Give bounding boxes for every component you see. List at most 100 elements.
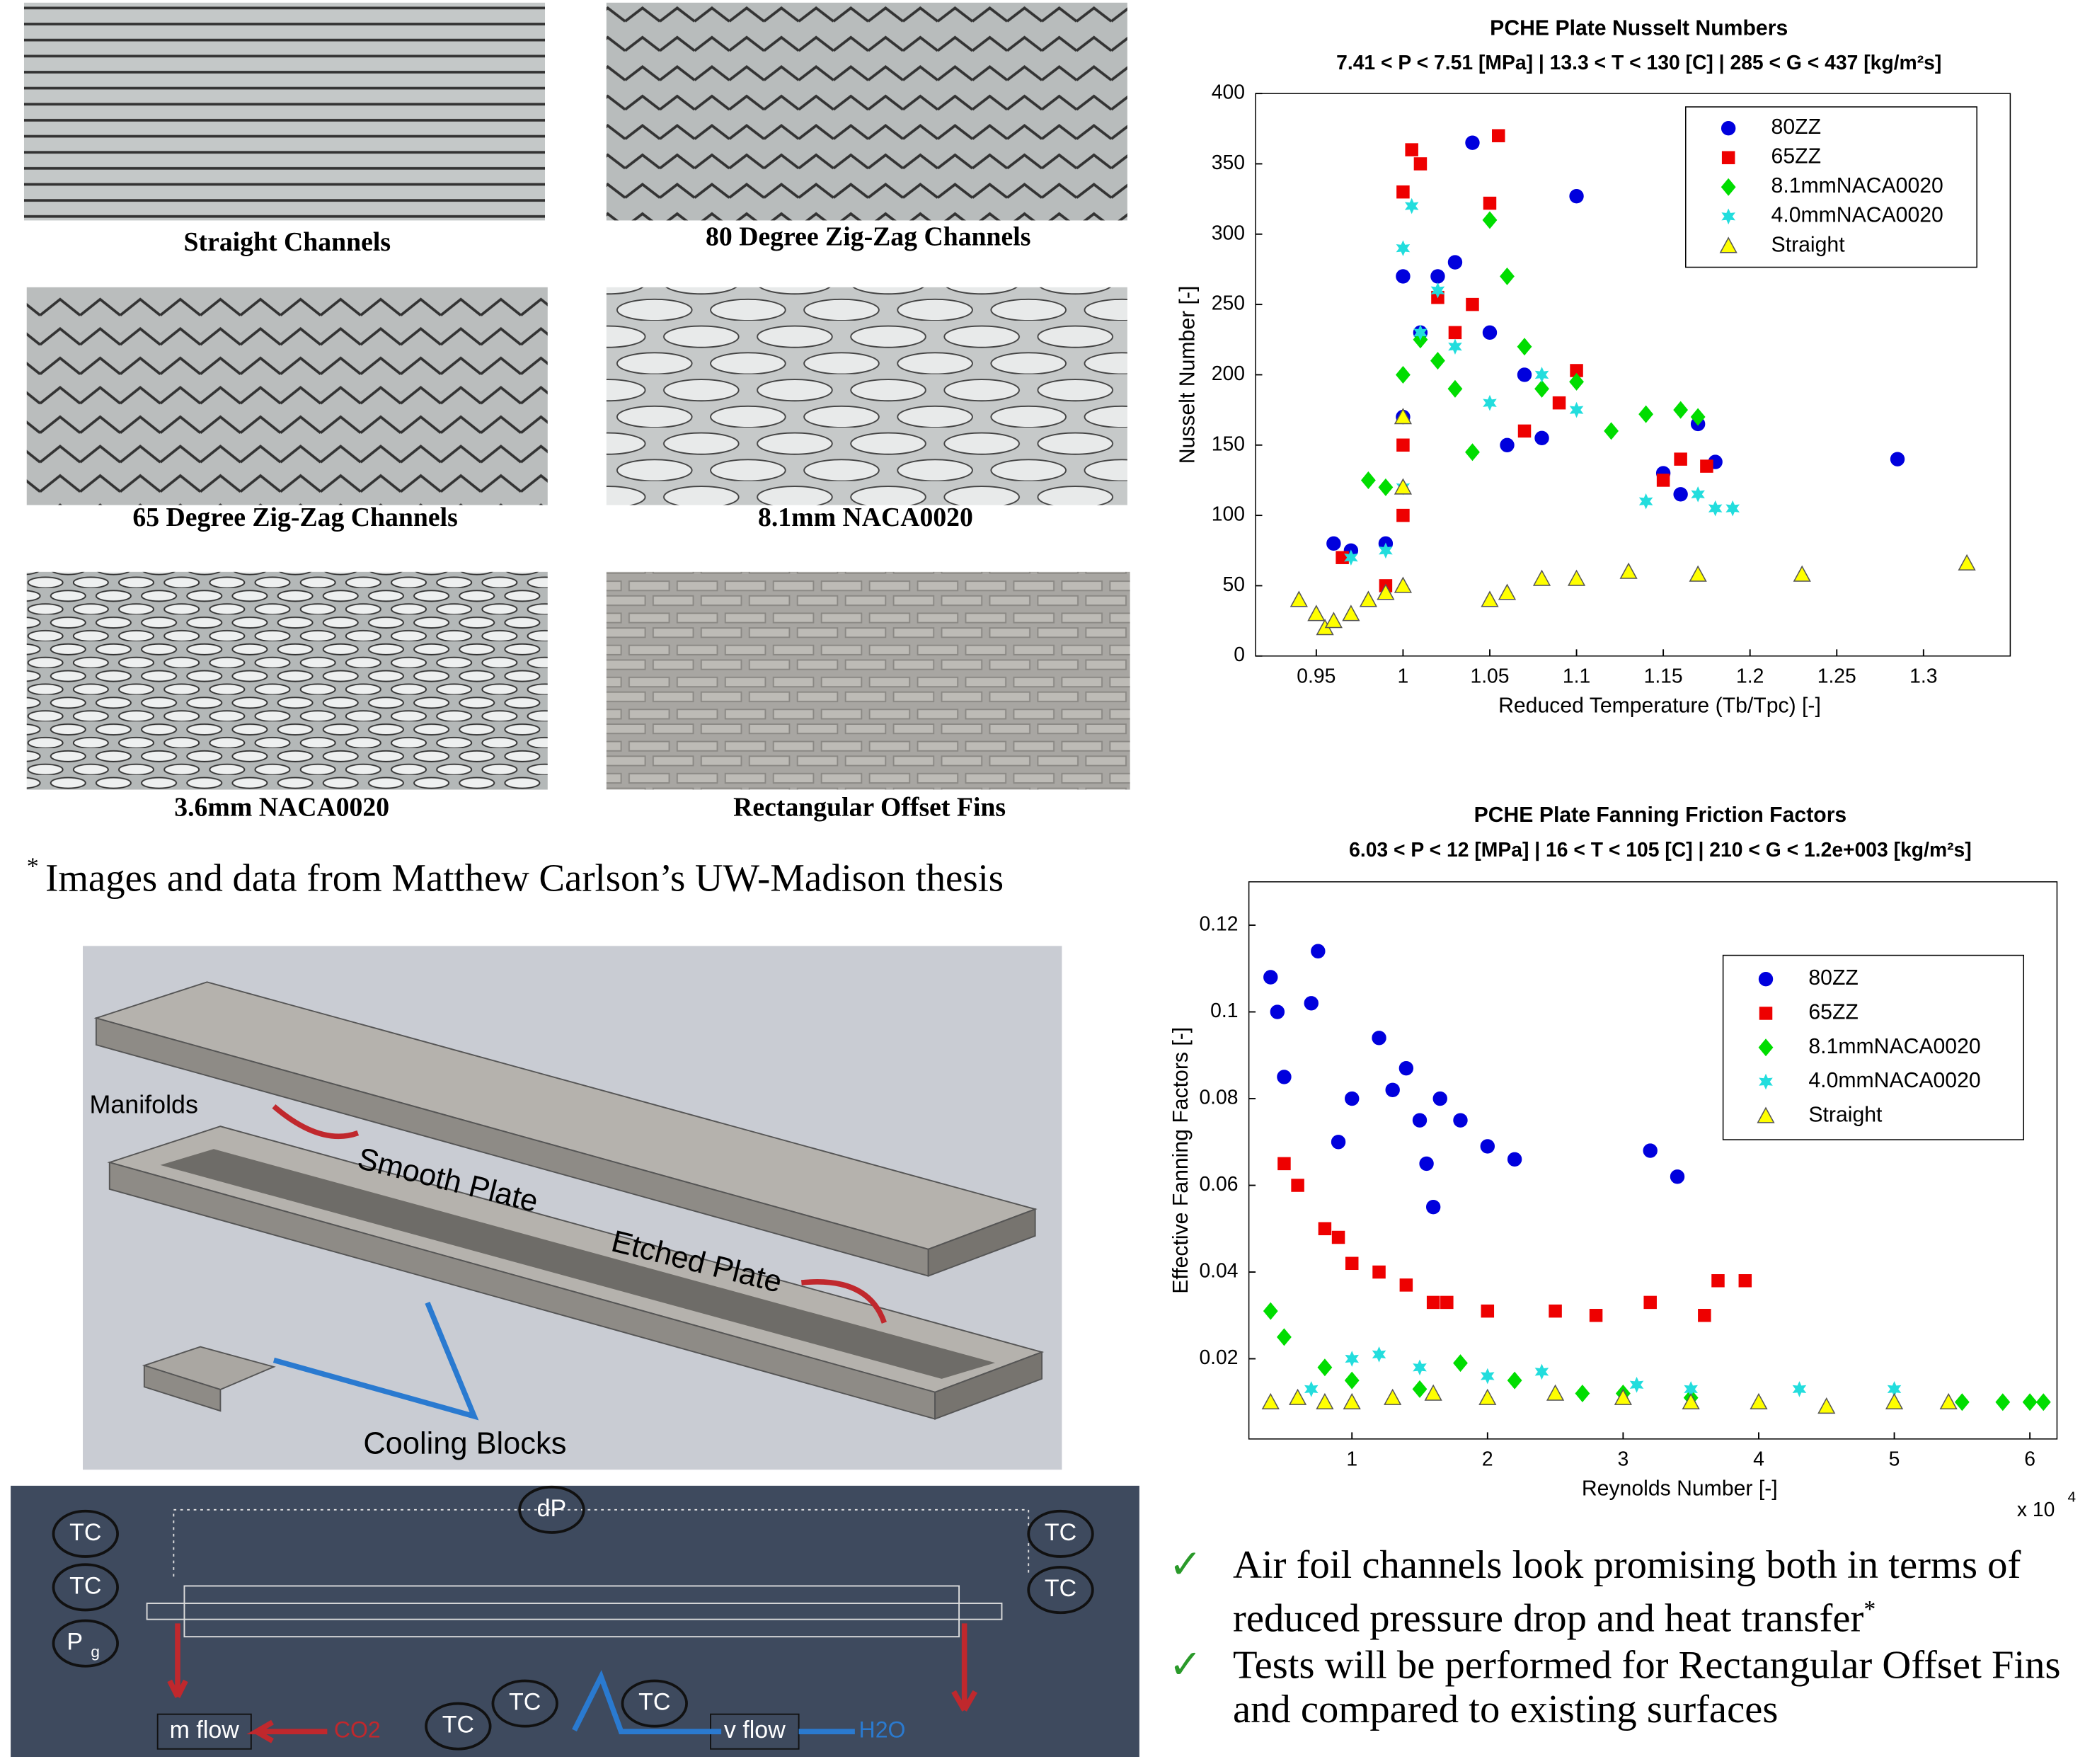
legend-label: Straight <box>1808 1103 1883 1126</box>
schematic-label: TC <box>69 1519 101 1546</box>
schematic-label: dP <box>537 1495 567 1522</box>
point <box>1342 605 1360 622</box>
point <box>1412 1113 1428 1128</box>
point <box>1750 1392 1768 1409</box>
point <box>1399 1278 1413 1292</box>
point <box>1500 437 1515 452</box>
point <box>1372 1346 1386 1363</box>
oval <box>52 1509 119 1558</box>
point <box>1656 474 1670 487</box>
schematic-label: P <box>67 1629 83 1656</box>
legend-label: 4.0mmNACA0020 <box>1808 1069 1980 1092</box>
point <box>1793 565 1811 582</box>
point <box>1500 267 1515 285</box>
point <box>1589 1309 1603 1322</box>
oval <box>1027 1566 1094 1615</box>
point <box>1614 1388 1632 1405</box>
point <box>1318 1222 1332 1236</box>
legend-label: 80ZZ <box>1771 115 1821 139</box>
arrow <box>951 1623 978 1712</box>
point <box>1466 297 1479 311</box>
point <box>1534 379 1549 398</box>
point <box>1478 1388 1497 1405</box>
x-tick-label: 1 <box>1398 664 1409 687</box>
chart-subtitle: 6.03 < P < 12 [MPa] | 16 < T < 105 [C] |… <box>1349 838 1972 861</box>
legend-label: 65ZZ <box>1808 1000 1858 1024</box>
plot-frame <box>1248 881 2058 1440</box>
legend-marker <box>1721 208 1735 225</box>
legend-marker <box>1758 1038 1774 1057</box>
x-tick-label: 1.25 <box>1817 664 1856 687</box>
x-axis-label: Reynolds Number [-] <box>1582 1477 1778 1501</box>
x-tick-label: 1 <box>1346 1448 1357 1470</box>
schematic-label: TC <box>69 1572 101 1599</box>
point <box>1377 583 1395 600</box>
legend-marker <box>1721 178 1736 196</box>
x-multiplier: x 10 <box>2017 1498 2055 1520</box>
point <box>1546 1384 1565 1401</box>
point <box>1483 394 1497 411</box>
schematic-labels: TC TC TC TC TC TC TC dP P g m flow CO2 v flow H2O <box>52 1485 1094 1751</box>
point <box>1448 326 1462 340</box>
point <box>1385 1082 1400 1097</box>
point <box>1372 1265 1386 1279</box>
point <box>1674 452 1687 466</box>
point <box>1939 1392 1958 1409</box>
point <box>1304 1381 1319 1397</box>
point <box>1396 508 1410 522</box>
diagram-label: Manifolds <box>89 1090 197 1118</box>
chart-title: PCHE Plate Nusselt Numbers <box>1490 16 1788 40</box>
point <box>1359 590 1377 607</box>
point <box>1465 135 1480 150</box>
arrow <box>246 1719 328 1743</box>
point <box>1517 424 1532 438</box>
y-axis-label: Effective Fanning Factors [-] <box>1169 1027 1193 1294</box>
y-tick-label: 0.1 <box>1210 999 1238 1021</box>
point <box>1413 157 1428 171</box>
point <box>1277 1328 1292 1346</box>
point <box>1440 1295 1454 1310</box>
smooth-plate <box>93 981 1038 1277</box>
caption: 80 Degree Zig-Zag Channels <box>706 222 1030 252</box>
point <box>1549 1304 1562 1318</box>
schematic-body <box>146 1508 1030 1638</box>
y-axis-label: Nusselt Number [-] <box>1176 286 1200 464</box>
point <box>1419 1156 1434 1172</box>
schematic-label: m flow <box>170 1717 240 1743</box>
point <box>1424 1384 1442 1401</box>
arrow <box>801 1279 887 1324</box>
point <box>1619 562 1638 579</box>
schematic-label: H2O <box>859 1717 906 1743</box>
point <box>1288 1388 1307 1405</box>
point <box>1569 372 1584 391</box>
schematic-label: TC <box>1045 1575 1076 1602</box>
point <box>1394 478 1413 495</box>
point <box>1378 478 1394 496</box>
point <box>1304 996 1319 1011</box>
point <box>1405 143 1418 156</box>
point <box>1425 1199 1441 1215</box>
photo <box>26 287 548 505</box>
point <box>1673 487 1688 502</box>
y-tick-label: 250 <box>1212 292 1245 314</box>
legend-label: 8.1mmNACA0020 <box>1808 1035 1980 1058</box>
y-tick-label: 350 <box>1212 151 1245 173</box>
legend-label: 8.1mmNACA0020 <box>1771 174 1943 197</box>
x-tick-label: 1.15 <box>1644 664 1683 687</box>
point <box>1324 612 1343 629</box>
point <box>1344 549 1358 566</box>
point <box>1426 1295 1440 1310</box>
point <box>1396 365 1411 384</box>
x-tick-label: 0.95 <box>1297 664 1336 687</box>
caption: 65 Degree Zig-Zag Channels <box>132 503 457 532</box>
x-tick-label: 1.05 <box>1470 664 1509 687</box>
legend-marker <box>1721 151 1735 164</box>
point <box>1481 1368 1495 1385</box>
point <box>1534 430 1549 446</box>
arrow <box>272 1104 360 1140</box>
point <box>1638 405 1654 423</box>
point <box>1344 1371 1360 1390</box>
point <box>1430 269 1445 284</box>
point <box>1311 944 1326 958</box>
point <box>1954 1393 1970 1411</box>
